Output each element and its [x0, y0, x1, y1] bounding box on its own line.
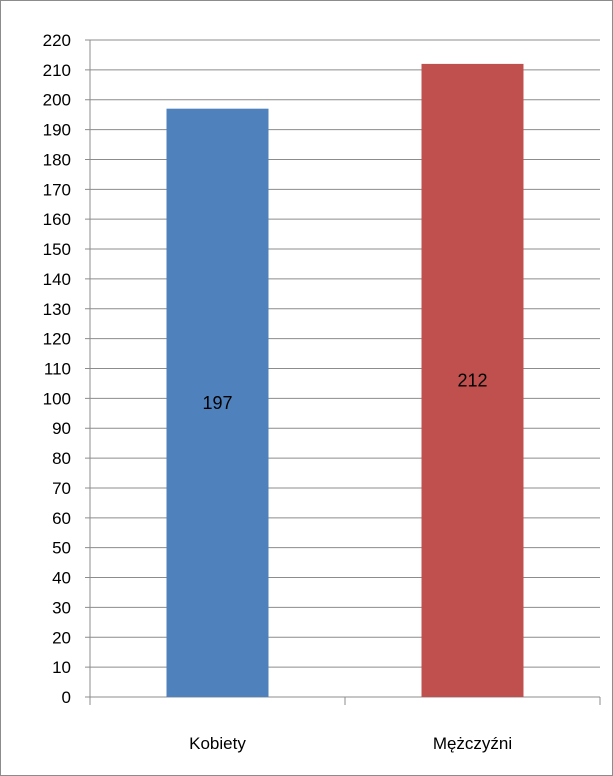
y-tick-label-20: 20 [52, 628, 71, 647]
bar-2 [421, 63, 524, 697]
category-label-1: Kobiety [189, 734, 246, 753]
y-tick-label-210: 210 [43, 61, 71, 80]
y-tick-label-170: 170 [43, 180, 71, 199]
data-label-1: 197 [202, 393, 232, 413]
bars [166, 63, 524, 698]
y-tick-label-120: 120 [43, 330, 71, 349]
y-tick-label-200: 200 [43, 91, 71, 110]
y-tick-label-100: 100 [43, 389, 71, 408]
y-tick-label-130: 130 [43, 300, 71, 319]
y-tick-label-0: 0 [62, 688, 71, 707]
y-tick-label-140: 140 [43, 270, 71, 289]
y-tick-label-160: 160 [43, 210, 71, 229]
y-tick-label-60: 60 [52, 509, 71, 528]
y-axis-tick-labels: 0 10 20 30 40 50 60 70 80 90 100 110 120 130 140 150 160… [43, 31, 71, 707]
y-tick-label-80: 80 [52, 449, 71, 468]
y-tick-label-190: 190 [43, 121, 71, 140]
y-tick-label-70: 70 [52, 479, 71, 498]
category-label-2: Mężczyźni [433, 734, 512, 753]
data-labels: 197 212 [202, 370, 487, 412]
y-tick-label-40: 40 [52, 569, 71, 588]
y-tick-label-10: 10 [52, 658, 71, 677]
bar-1 [166, 108, 269, 698]
y-tick-label-110: 110 [44, 360, 71, 379]
y-tick-label-50: 50 [52, 539, 71, 558]
y-tick-label-30: 30 [52, 598, 71, 617]
y-tick-label-180: 180 [43, 150, 71, 169]
y-tick-label-220: 220 [43, 31, 71, 50]
x-axis-category-labels: Kobiety Mężczyźni [189, 734, 512, 753]
y-tick-label-90: 90 [52, 419, 71, 438]
data-label-2: 212 [457, 370, 487, 390]
y-tick-label-150: 150 [43, 240, 71, 259]
